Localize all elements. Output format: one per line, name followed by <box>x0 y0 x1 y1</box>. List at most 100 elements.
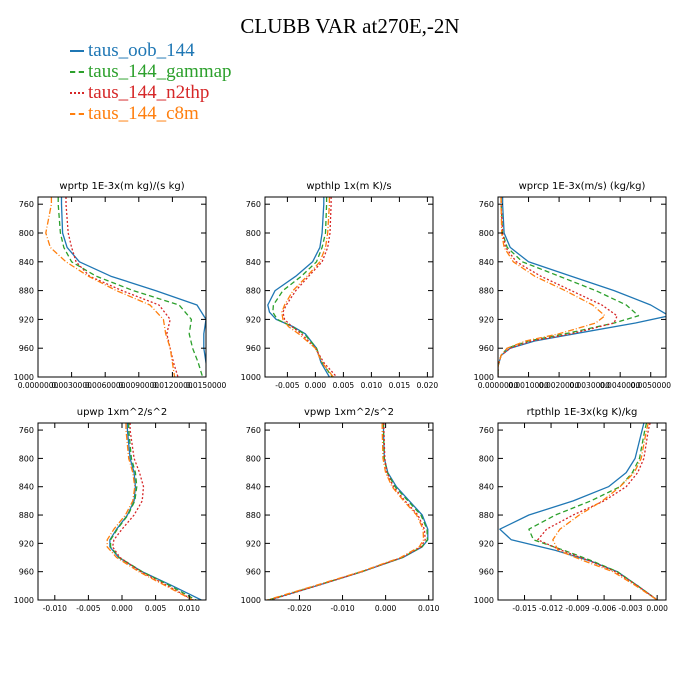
x-tick-label: 0.0150000 <box>186 381 227 390</box>
x-tick-label: 0.015 <box>389 381 411 390</box>
y-tick-label: 880 <box>246 287 261 296</box>
x-tick-label: 0.010 <box>418 604 440 613</box>
plot-frame <box>264 422 434 601</box>
y-tick-label: 880 <box>479 287 494 296</box>
x-tick-label: -0.015 <box>512 604 536 613</box>
series-line-taus-144-c8m <box>552 423 658 600</box>
plot-frame <box>37 422 207 601</box>
x-tick-label: 0.0010000 <box>508 381 549 390</box>
legend-label: taus_144_c8m <box>88 103 199 124</box>
x-tick-label: -0.020 <box>287 604 311 613</box>
x-tick-label: -0.003 <box>619 604 643 613</box>
plot-frame <box>497 196 667 378</box>
x-tick-label: 0.010 <box>178 604 200 613</box>
legend-item: taus_144_n2thp <box>70 82 232 103</box>
series-line-taus-144-c8m <box>498 197 606 377</box>
y-tick-label: 760 <box>479 200 494 209</box>
x-tick-label: -0.006 <box>592 604 616 613</box>
y-tick-label: 1000 <box>14 596 34 605</box>
y-tick-label: 1000 <box>474 596 494 605</box>
legend-item: taus_144_gammap <box>70 61 232 82</box>
x-tick-label: 0.0000000 <box>18 381 59 390</box>
y-tick-label: 880 <box>479 511 494 520</box>
y-tick-label: 760 <box>246 200 261 209</box>
chart-panel-6: rtpthlp 1E-3x(kg K)/kg 760 800 840 880 920 960… <box>474 407 668 613</box>
plot-frame <box>37 196 207 378</box>
chart-title: wprcp 1E-3x(m/s) (kg/kg) <box>519 181 646 192</box>
legend-swatch <box>70 112 84 115</box>
series-line-taus-oob-144 <box>60 197 206 367</box>
x-tick-label: 0.0000000 <box>478 381 519 390</box>
y-tick-label: 800 <box>246 229 261 238</box>
chart-title: wpthlp 1x(m K)/s <box>306 181 391 192</box>
series-line-taus-144-c8m <box>267 423 425 600</box>
series-line-taus-144-gammap <box>528 423 658 600</box>
x-tick-label: 0.0040000 <box>600 381 641 390</box>
series-line-taus-144-gammap <box>498 197 640 377</box>
y-tick-label: 920 <box>19 315 34 324</box>
y-tick-label: 800 <box>479 229 494 238</box>
x-tick-label: -0.005 <box>275 381 299 390</box>
x-tick-label: 0.005 <box>333 381 355 390</box>
series-line-taus-144-n2thp <box>282 197 338 377</box>
legend-label: taus_144_gammap <box>88 61 232 82</box>
y-tick-label: 920 <box>479 315 494 324</box>
series-line-taus-144-n2thp <box>65 197 179 377</box>
series-line-taus-oob-144 <box>109 423 202 600</box>
x-tick-label: 0.0060000 <box>85 381 126 390</box>
plot-frame <box>497 422 667 601</box>
y-tick-label: 960 <box>19 568 34 577</box>
series-line-taus-144-gammap <box>268 423 429 600</box>
x-tick-label: 0.000 <box>305 381 327 390</box>
series-line-taus-144-n2thp <box>537 423 658 600</box>
y-tick-label: 960 <box>246 568 261 577</box>
y-tick-label: 760 <box>246 426 261 435</box>
y-tick-label: 800 <box>479 454 494 463</box>
legend-label: taus_144_n2thp <box>88 82 210 103</box>
x-tick-label: 0.0050000 <box>630 381 671 390</box>
x-tick-label: 0.000 <box>646 604 668 613</box>
y-tick-label: 800 <box>19 454 34 463</box>
legend-swatch <box>70 70 84 73</box>
y-tick-label: 840 <box>19 483 34 492</box>
legend-swatch <box>70 49 84 52</box>
legend-label: taus_oob_144 <box>88 40 195 61</box>
y-tick-label: 760 <box>19 426 34 435</box>
plot-frame <box>264 196 434 378</box>
series-group <box>499 423 658 600</box>
chart-title: vpwp 1xm^2/s^2 <box>304 407 394 418</box>
y-tick-label: 960 <box>246 344 261 353</box>
y-tick-label: 920 <box>479 539 494 548</box>
figure-title: CLUBB VAR at270E,-2N <box>240 14 460 38</box>
chart-title: wprtp 1E-3x(m kg)/(s kg) <box>59 181 184 192</box>
y-tick-label: 960 <box>479 568 494 577</box>
chart-title: rtpthlp 1E-3x(kg K)/kg <box>527 407 638 418</box>
chart-panel-3: wprcp 1E-3x(m/s) (kg/kg) 760 800 840 880 920 9… <box>474 181 672 390</box>
series-line-taus-oob-144 <box>269 423 429 600</box>
y-tick-label: 880 <box>246 511 261 520</box>
y-tick-label: 840 <box>246 258 261 267</box>
x-tick-label: 0.010 <box>361 381 383 390</box>
legend-swatch <box>70 91 84 94</box>
chart-panel-4: upwp 1xm^2/s^2 760 800 840 880 920 960 1000 -0.0… <box>14 407 207 613</box>
x-tick-label: 0.0020000 <box>539 381 580 390</box>
series-line-taus-144-gammap <box>109 423 197 600</box>
series-group <box>267 423 429 600</box>
chart-panel-2: wpthlp 1x(m K)/s 760 800 840 880 920 960 1000 -0… <box>241 181 439 390</box>
y-tick-label: 840 <box>246 483 261 492</box>
y-tick-label: 960 <box>479 344 494 353</box>
series-group <box>45 197 206 377</box>
y-tick-label: 1000 <box>241 373 261 382</box>
series-group <box>267 197 338 377</box>
x-tick-label: 0.000 <box>111 604 133 613</box>
series-line-taus-oob-144 <box>498 197 666 377</box>
series-line-taus-144-n2thp <box>111 423 194 600</box>
x-tick-label: -0.005 <box>76 604 100 613</box>
y-tick-label: 960 <box>19 344 34 353</box>
series-line-taus-144-c8m <box>45 197 176 377</box>
legend-item: taus_oob_144 <box>70 40 232 61</box>
y-tick-label: 920 <box>246 539 261 548</box>
x-tick-label: 0.020 <box>417 381 439 390</box>
series-line-taus-144-c8m <box>281 197 334 377</box>
